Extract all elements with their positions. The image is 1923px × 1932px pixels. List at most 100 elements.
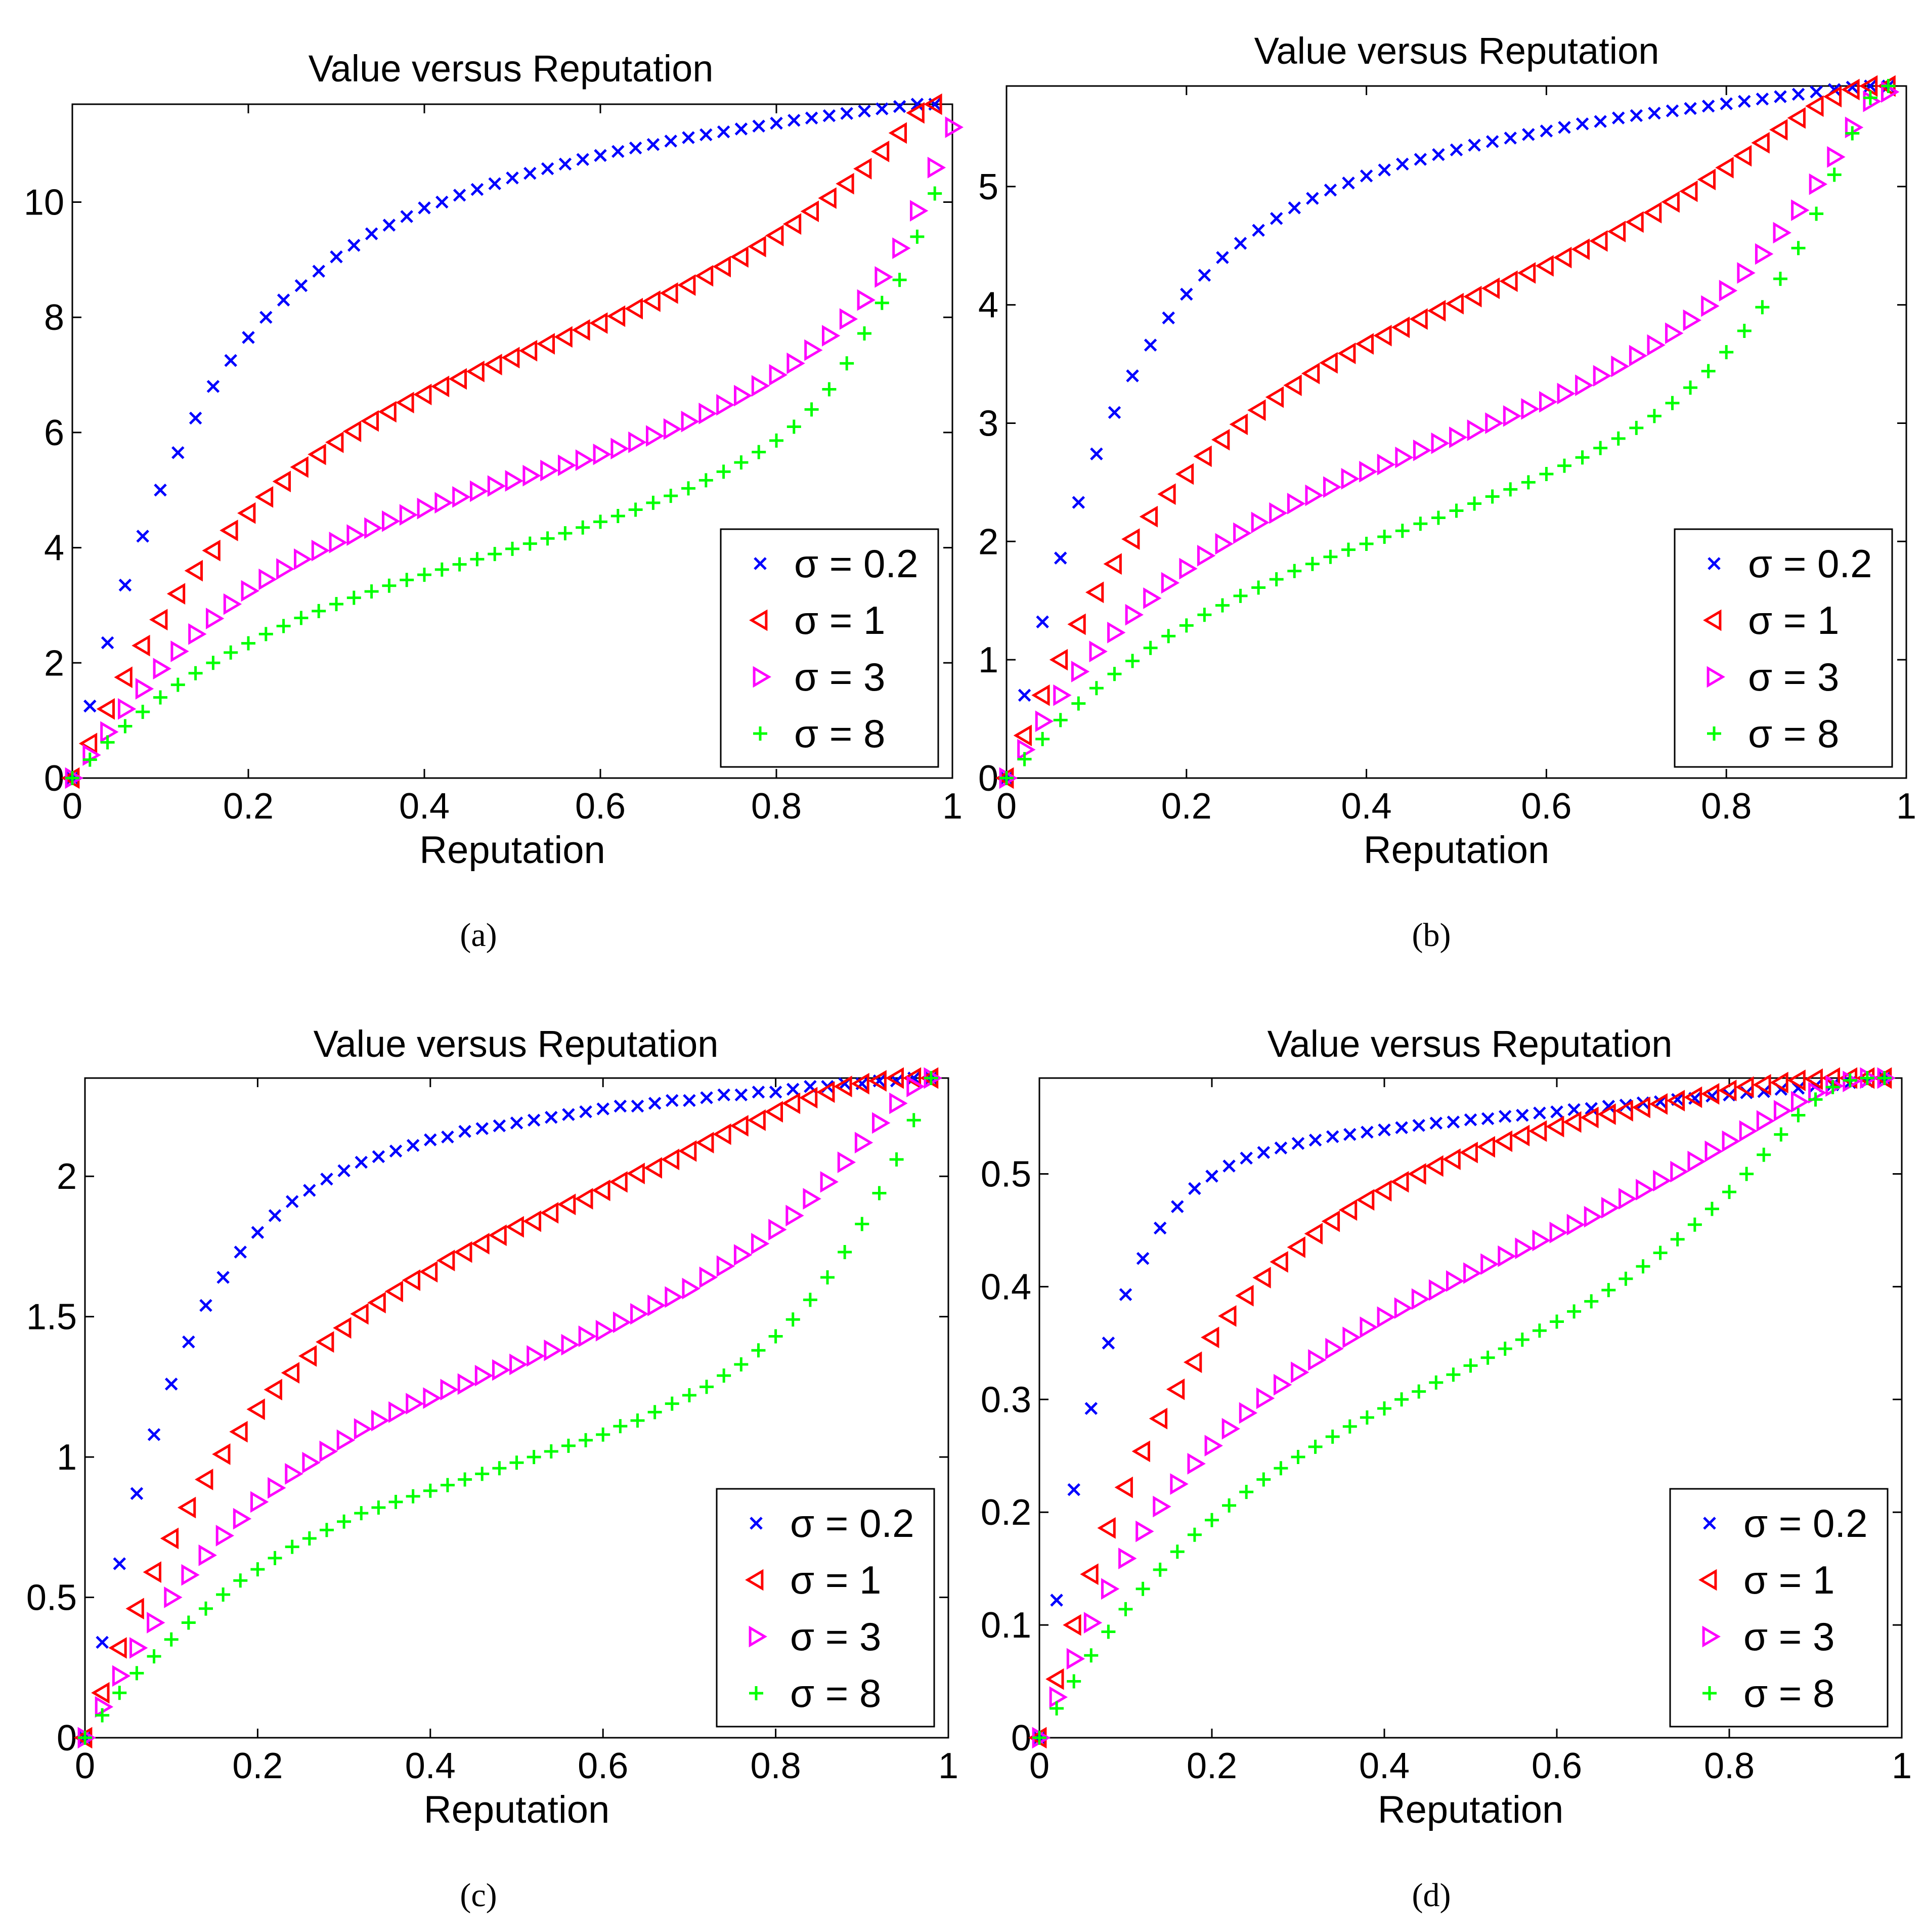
data-point [396,392,414,414]
data-point [648,1097,662,1110]
data-point [822,109,836,122]
data-point [630,1413,645,1428]
data-point [578,1325,597,1347]
data-point [1498,1341,1512,1356]
chart-title: Value versus Reputation [1254,30,1659,72]
data-point [624,297,643,320]
data-point [1705,1140,1723,1163]
data-point [259,311,273,324]
legend-marker [749,609,768,631]
data-point [312,265,325,278]
data-point [892,273,907,287]
data-point [1308,1439,1323,1454]
data-point [1597,1103,1616,1125]
data-point [458,1125,471,1138]
data-point [1080,1563,1099,1585]
data-point [1323,476,1342,498]
data-point [237,502,256,524]
data-point [1447,1115,1460,1129]
legend-label: σ = 3 [1743,1614,1834,1659]
x-tick-label: 0.6 [1521,786,1571,827]
y-tick-label: 10 [24,183,64,223]
data-point [1412,1384,1426,1399]
data-point [626,1163,645,1185]
series-0 [66,98,941,785]
data-point [838,1245,852,1260]
legend-label: σ = 3 [794,655,885,699]
data-point [1395,157,1409,171]
data-point [1304,1223,1323,1244]
data-point [595,1320,615,1342]
data-point [1257,1146,1271,1159]
data-point [1252,1267,1271,1289]
data-point [1722,1185,1736,1199]
data-point [700,1091,713,1104]
data-point [1428,1279,1448,1301]
data-point [1306,192,1319,205]
data-point [417,568,431,582]
data-point [470,552,485,567]
x-tick-label: 0.4 [399,786,450,827]
y-tick-label: 1 [57,1437,77,1478]
data-point [1791,1091,1810,1113]
data-point [1791,88,1805,101]
data-point [333,1317,352,1339]
data-point [646,495,661,510]
data-point [1414,153,1427,166]
data-point [434,492,453,514]
data-point [1611,111,1625,124]
data-point [857,289,876,311]
data-point [1215,533,1234,555]
data-point [215,1525,235,1547]
data-point [1269,572,1284,587]
data-point [1539,391,1558,413]
data-point [1593,441,1608,455]
data-point [1144,338,1157,352]
legend-label: σ = 0.2 [790,1501,914,1545]
data-point [1287,564,1302,578]
data-point [572,319,590,341]
data-point [206,656,221,670]
data-point [1683,1086,1702,1108]
data-point [682,1277,701,1300]
data-point [1413,517,1428,531]
data-point [365,227,378,240]
data-point [781,1092,801,1114]
data-point [1808,1092,1823,1107]
data-point [1136,1252,1150,1265]
data-point [1269,502,1288,524]
data-point [1701,295,1720,317]
plot-frame [1006,85,1907,779]
data-point [371,1500,386,1515]
x-tick-label: 1 [1892,1746,1912,1786]
series-0 [1000,79,1895,785]
data-point [1197,544,1216,567]
data-point [747,1109,766,1131]
data-point [1718,1080,1737,1101]
data-point [1757,1147,1771,1162]
data-point [928,186,942,201]
data-point [136,705,150,719]
data-point [1013,724,1032,747]
data-point [1325,1338,1344,1360]
data-point [1323,549,1338,564]
data-point [346,524,365,546]
data-point [1341,542,1356,557]
data-point [613,1311,632,1334]
data-point [367,1292,386,1314]
data-point [1103,553,1122,575]
data-point [664,489,678,503]
data-point [1135,1520,1154,1542]
data-point [910,98,924,111]
data-point [355,1155,368,1169]
series-3 [78,1071,938,1745]
data-point [1291,1361,1309,1384]
data-point [448,368,467,390]
data-point [1809,173,1828,195]
data-point [372,1150,385,1164]
data-point [118,578,132,592]
data-point [1085,581,1104,604]
data-point [360,410,379,432]
data-point [181,1564,200,1586]
data-point [1511,1125,1530,1147]
